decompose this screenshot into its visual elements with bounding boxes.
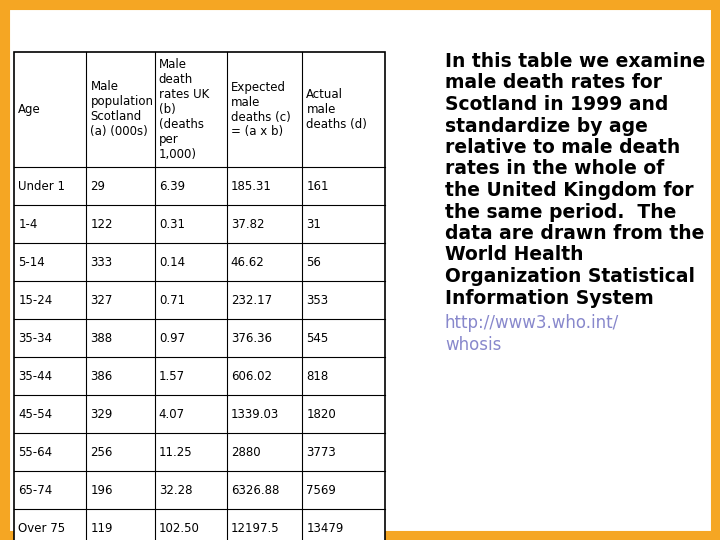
- Text: 46.62: 46.62: [231, 255, 264, 268]
- Text: 1339.03: 1339.03: [231, 408, 279, 421]
- Text: 5-14: 5-14: [19, 255, 45, 268]
- Text: Male
population
Scotland
(a) (000s): Male population Scotland (a) (000s): [91, 80, 153, 138]
- Text: 2880: 2880: [231, 446, 261, 458]
- Text: 6326.88: 6326.88: [231, 483, 279, 496]
- Text: 12197.5: 12197.5: [231, 522, 279, 535]
- Text: 122: 122: [91, 218, 113, 231]
- Text: male death rates for: male death rates for: [445, 73, 662, 92]
- Text: data are drawn from the: data are drawn from the: [445, 224, 704, 243]
- Text: 1-4: 1-4: [19, 218, 37, 231]
- Text: the United Kingdom for: the United Kingdom for: [445, 181, 693, 200]
- Text: 13479: 13479: [307, 522, 343, 535]
- Text: the same period.  The: the same period. The: [445, 202, 676, 221]
- Text: 333: 333: [91, 255, 112, 268]
- Text: 0.14: 0.14: [159, 255, 185, 268]
- Text: http://www3.who.int/: http://www3.who.int/: [445, 314, 619, 332]
- Text: 4.07: 4.07: [159, 408, 185, 421]
- Text: 3773: 3773: [307, 446, 336, 458]
- Text: rates in the whole of: rates in the whole of: [445, 159, 665, 179]
- Text: 7569: 7569: [307, 483, 336, 496]
- Text: 327: 327: [91, 294, 113, 307]
- Text: 45-54: 45-54: [19, 408, 53, 421]
- Text: 35-34: 35-34: [19, 332, 53, 345]
- Text: 1.57: 1.57: [159, 369, 185, 382]
- Text: 31: 31: [307, 218, 321, 231]
- Text: standardize by age: standardize by age: [445, 117, 648, 136]
- Text: In this table we examine: In this table we examine: [445, 52, 706, 71]
- Text: Expected
male
deaths (c)
= (a x b): Expected male deaths (c) = (a x b): [231, 80, 291, 138]
- Text: 11.25: 11.25: [159, 446, 192, 458]
- Text: 35-44: 35-44: [19, 369, 53, 382]
- Text: 119: 119: [91, 522, 113, 535]
- Text: World Health: World Health: [445, 246, 583, 265]
- Text: 0.97: 0.97: [159, 332, 185, 345]
- Text: 29: 29: [91, 179, 105, 192]
- Bar: [14, 52, 385, 540]
- Text: Under 1: Under 1: [19, 179, 66, 192]
- Text: Over 75: Over 75: [19, 522, 66, 535]
- Text: Organization Statistical: Organization Statistical: [445, 267, 695, 286]
- Text: 55-64: 55-64: [19, 446, 53, 458]
- Text: whosis: whosis: [445, 335, 501, 354]
- Text: 545: 545: [307, 332, 328, 345]
- Text: 232.17: 232.17: [231, 294, 272, 307]
- Text: Scotland in 1999 and: Scotland in 1999 and: [445, 95, 668, 114]
- Text: Male
death
rates UK
(b)
(deaths
per
1,000): Male death rates UK (b) (deaths per 1,00…: [159, 58, 209, 161]
- Text: 256: 256: [91, 446, 113, 458]
- Text: relative to male death: relative to male death: [445, 138, 680, 157]
- Text: 376.36: 376.36: [231, 332, 272, 345]
- Text: 0.71: 0.71: [159, 294, 185, 307]
- Text: 196: 196: [91, 483, 113, 496]
- Text: 353: 353: [307, 294, 328, 307]
- Text: Actual
male
deaths (d): Actual male deaths (d): [307, 88, 367, 131]
- Text: 56: 56: [307, 255, 321, 268]
- Text: Information System: Information System: [445, 288, 654, 307]
- Text: 606.02: 606.02: [231, 369, 272, 382]
- Text: 161: 161: [307, 179, 329, 192]
- Text: 185.31: 185.31: [231, 179, 271, 192]
- Text: 6.39: 6.39: [159, 179, 185, 192]
- Text: 32.28: 32.28: [159, 483, 192, 496]
- Text: 386: 386: [91, 369, 112, 382]
- Text: 102.50: 102.50: [159, 522, 199, 535]
- Text: 388: 388: [91, 332, 112, 345]
- Text: 0.31: 0.31: [159, 218, 185, 231]
- Text: 329: 329: [91, 408, 113, 421]
- Text: 15-24: 15-24: [19, 294, 53, 307]
- Text: Age: Age: [19, 103, 41, 116]
- Text: 1820: 1820: [307, 408, 336, 421]
- Text: 818: 818: [307, 369, 328, 382]
- Text: 65-74: 65-74: [19, 483, 53, 496]
- Text: 37.82: 37.82: [231, 218, 264, 231]
